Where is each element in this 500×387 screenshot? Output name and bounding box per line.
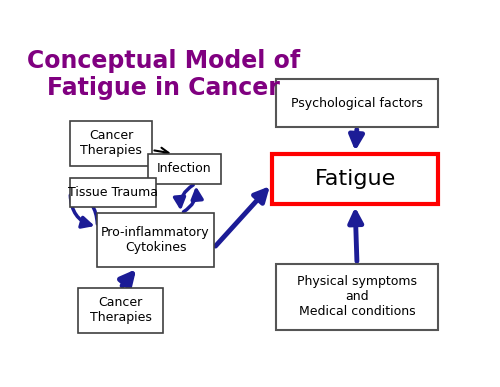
FancyBboxPatch shape: [70, 121, 152, 166]
FancyBboxPatch shape: [78, 288, 163, 332]
FancyBboxPatch shape: [148, 154, 222, 183]
Text: Cancer
Therapies: Cancer Therapies: [90, 296, 152, 324]
FancyBboxPatch shape: [276, 264, 438, 330]
FancyBboxPatch shape: [272, 154, 438, 204]
FancyBboxPatch shape: [98, 213, 214, 267]
FancyBboxPatch shape: [70, 178, 156, 207]
FancyBboxPatch shape: [276, 79, 438, 127]
Text: Physical symptoms
and
Medical conditions: Physical symptoms and Medical conditions: [297, 275, 417, 318]
Text: Cancer
Therapies: Cancer Therapies: [80, 129, 142, 157]
Text: Psychological factors: Psychological factors: [291, 97, 423, 110]
Text: Fatigue: Fatigue: [314, 169, 396, 189]
Text: Infection: Infection: [157, 162, 212, 175]
Text: Tissue Trauma: Tissue Trauma: [68, 186, 158, 199]
Text: Conceptual Model of
Fatigue in Cancer: Conceptual Model of Fatigue in Cancer: [26, 50, 300, 100]
Text: Pro-inflammatory
Cytokines: Pro-inflammatory Cytokines: [101, 226, 210, 254]
